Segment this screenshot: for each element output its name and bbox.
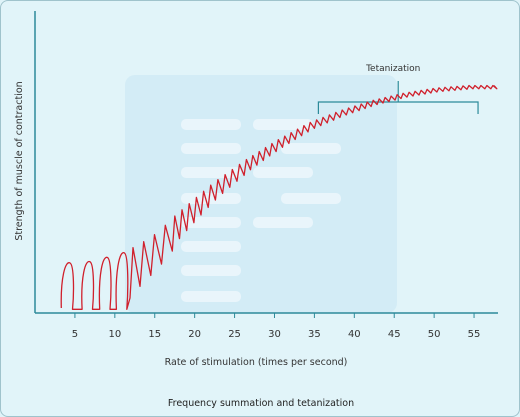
x-tick-label-20: 20 — [188, 329, 201, 340]
tetanization-label: Tetanization — [365, 64, 420, 74]
y-axis-title: Strength of muscle of contraction — [14, 81, 25, 240]
x-tick-label-55: 55 — [468, 329, 481, 340]
x-axis-title: Rate of stimulation (times per second) — [165, 357, 348, 368]
x-tick-label-45: 45 — [388, 329, 401, 340]
x-tick-label-30: 30 — [268, 329, 281, 340]
tetanization-bracket — [317, 81, 479, 114]
x-tick-label-15: 15 — [148, 329, 161, 340]
x-tick-label-40: 40 — [348, 329, 361, 340]
x-tick-label-50: 50 — [428, 329, 441, 340]
x-tick-label-25: 25 — [228, 329, 241, 340]
x-tick-label-10: 10 — [108, 329, 121, 340]
contraction-curve — [60, 84, 498, 310]
x-ticks — [74, 313, 475, 318]
figure-caption: Frequency summation and tetanization — [167, 398, 355, 409]
x-tick-label-35: 35 — [308, 329, 321, 340]
background-panel — [125, 75, 397, 313]
x-tick-labels: 5 10 15 20 25 30 35 40 45 50 55 — [72, 329, 481, 340]
x-tick-label-5: 5 — [72, 329, 78, 340]
